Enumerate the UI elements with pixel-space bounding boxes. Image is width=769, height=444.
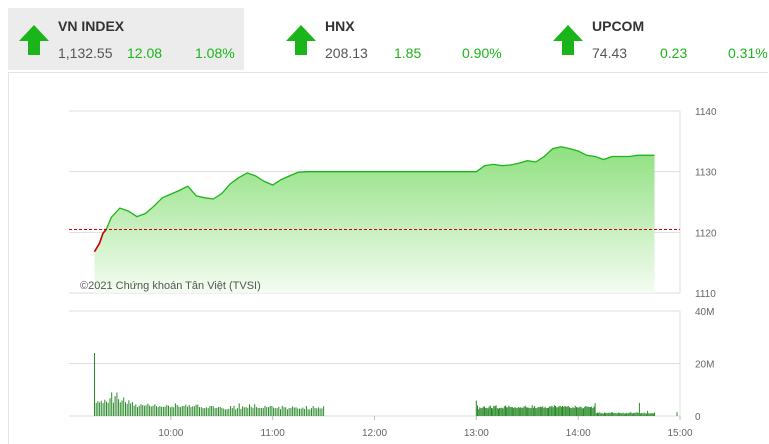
- time-tick-label: 12:00: [362, 428, 387, 439]
- ticker-name: VN INDEX: [58, 18, 125, 34]
- ticker-hnx[interactable]: HNX 208.13 1.85 0.90%: [275, 8, 515, 70]
- ticker-bar: VN INDEX 1,132.55 12.08 1.08% HNX 208.13…: [0, 0, 769, 72]
- up-arrow-icon: [553, 25, 583, 55]
- ticker-name: UPCOM: [592, 18, 645, 34]
- ticker-upcom[interactable]: UPCOM 74.43 0.23 0.31%: [542, 8, 769, 70]
- ticker-change: 0.23: [660, 45, 688, 61]
- volume-tick-label: 20M: [695, 360, 714, 371]
- price-tick-label: 1120: [695, 228, 717, 239]
- time-tick-label: 11:00: [261, 428, 286, 439]
- time-tick-label: 10:00: [158, 428, 183, 439]
- chart-panel: [8, 72, 768, 444]
- price-area: [94, 146, 655, 293]
- volume-tick-label: 0: [695, 412, 701, 423]
- price-tick-label: 1140: [695, 107, 717, 118]
- time-tick-label: 13:00: [464, 428, 489, 439]
- price-tick-label: 1110: [695, 289, 716, 300]
- volume-tick-label: 40M: [695, 307, 714, 318]
- time-axis-ticks: 10:00 11:00 12:00 13:00 14:00 15:00: [158, 416, 693, 439]
- price-tick-label: 1130: [695, 168, 717, 179]
- copyright-text: ©2021 Chứng khoán Tân Việt (TVSI): [80, 280, 261, 292]
- ticker-percent: 1.08%: [195, 45, 235, 61]
- price-line-below-reference: [93, 228, 107, 253]
- ticker-change: 12.08: [127, 45, 163, 61]
- ticker-change: 1.85: [394, 45, 422, 61]
- ticker-name: HNX: [325, 18, 355, 34]
- time-tick-label: 14:00: [566, 428, 591, 439]
- ticker-price: 74.43: [592, 45, 628, 61]
- ticker-price: 1,132.55: [58, 45, 113, 61]
- volume-grid: [69, 310, 681, 417]
- price-axis-ticks: 1110 1120 1130 1140: [695, 107, 717, 300]
- ticker-percent: 0.90%: [462, 45, 502, 61]
- up-arrow-icon: [286, 25, 316, 55]
- price-line: [93, 146, 655, 253]
- ticker-percent: 0.31%: [728, 45, 768, 61]
- up-arrow-icon: [19, 25, 49, 55]
- ticker-price: 208.13: [325, 45, 368, 61]
- time-tick-label: 15:00: [667, 428, 692, 439]
- ticker-vnindex[interactable]: VN INDEX 1,132.55 12.08 1.08%: [8, 8, 244, 70]
- volume-axis-ticks: 0 20M 40M: [695, 307, 714, 423]
- volume-bars: [94, 353, 678, 416]
